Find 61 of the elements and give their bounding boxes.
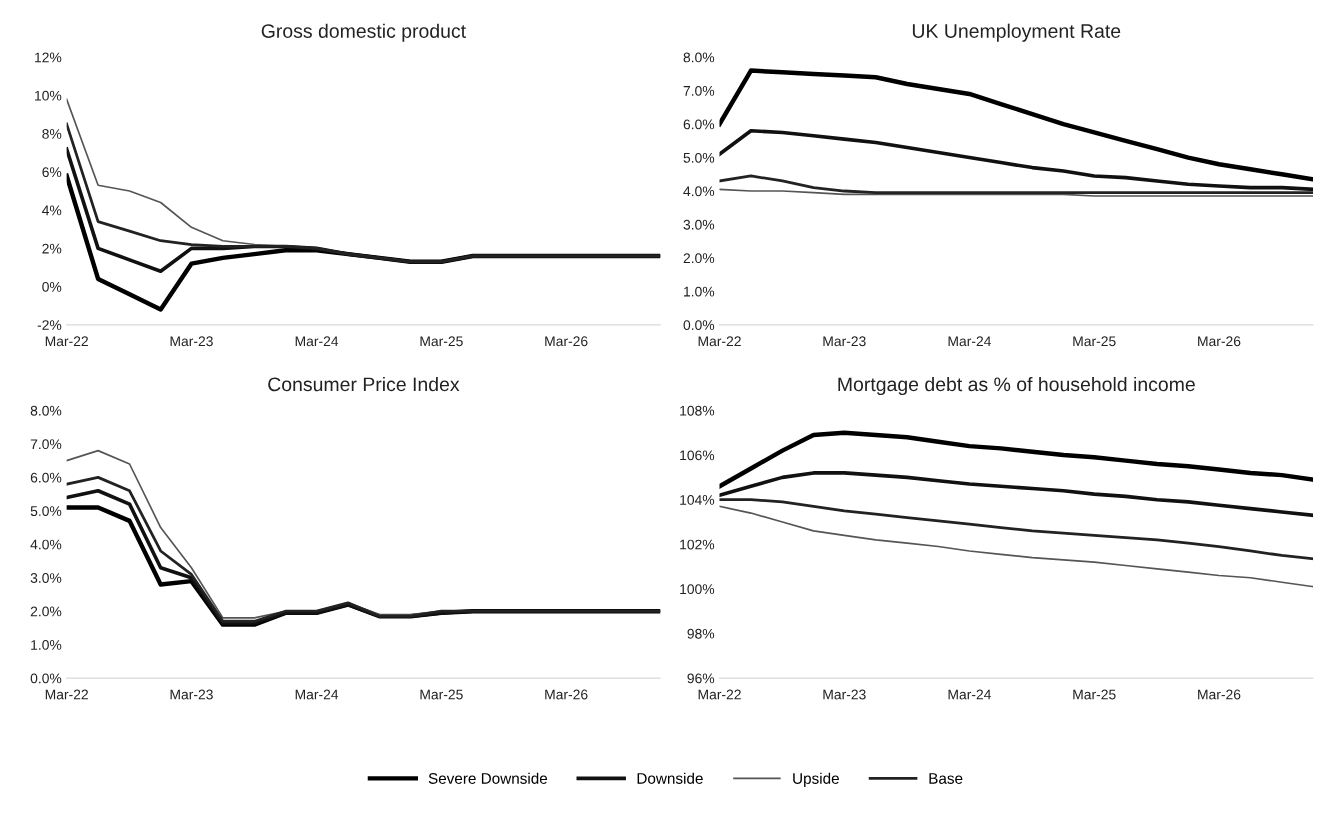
y-tick-label: 104%: [680, 495, 715, 505]
y-tick-label: 8%: [42, 128, 62, 139]
chart-title: UK Unemployment Rate: [912, 23, 1121, 42]
chart-title: Consumer Price Index: [268, 376, 460, 392]
y-tick-label: 0.0%: [30, 673, 62, 684]
y-tick-label: -2%: [37, 320, 62, 330]
y-tick-label: 106%: [680, 450, 715, 461]
x-tick-label: Mar-24: [295, 336, 339, 347]
x-tick-label: Mar-22: [698, 689, 741, 700]
y-tick-label: 4.0%: [683, 186, 715, 197]
y-tick-label: 100%: [680, 584, 715, 595]
y-tick-label: 0%: [42, 281, 62, 292]
y-tick-label: 8.0%: [30, 405, 62, 416]
y-tick-label: 2%: [42, 243, 62, 254]
y-tick-label: 1.0%: [684, 286, 715, 297]
x-tick-label: Mar-26: [545, 336, 588, 347]
y-tick-label: 98%: [687, 628, 715, 639]
y-tick-label: 7.0%: [683, 85, 715, 96]
y-tick-label: 2.0%: [30, 606, 62, 617]
x-tick-label: Mar-22: [698, 336, 741, 347]
y-tick-label: 5.0%: [683, 152, 715, 163]
y-tick-label: 7.0%: [30, 439, 62, 450]
x-tick-label: Mar-26: [545, 689, 588, 700]
y-tick-label: 4%: [42, 205, 62, 216]
chart-title: Gross domestic product: [261, 23, 466, 42]
legend-label: Severe Downside: [428, 772, 548, 784]
y-tick-label: 8.0%: [683, 52, 715, 63]
x-tick-label: Mar-26: [1198, 336, 1241, 347]
x-tick-label: Mar-25: [420, 689, 463, 700]
x-tick-label: Mar-22: [45, 336, 88, 347]
y-tick-label: 6.0%: [30, 472, 62, 483]
y-tick-label: 6%: [42, 167, 62, 178]
y-tick-label: 3.0%: [30, 573, 62, 583]
x-tick-label: Mar-23: [823, 689, 866, 700]
y-tick-label: 10%: [35, 90, 62, 101]
y-tick-label: 1.0%: [31, 639, 62, 650]
x-tick-label: Mar-24: [295, 689, 339, 700]
x-tick-label: Mar-23: [170, 336, 213, 347]
x-tick-label: Mar-24: [948, 689, 992, 700]
y-tick-label: 2.0%: [683, 253, 715, 264]
x-tick-label: Mar-25: [1073, 336, 1116, 347]
legend-label: Base: [929, 773, 963, 784]
legend-label: Upside: [793, 772, 839, 787]
y-tick-label: 108%: [680, 405, 715, 416]
y-tick-label: 12%: [35, 52, 62, 63]
y-tick-label: 4.0%: [30, 539, 62, 550]
y-tick-label: 102%: [680, 539, 715, 550]
y-tick-label: 0.0%: [683, 320, 715, 330]
x-tick-label: Mar-26: [1198, 689, 1241, 700]
x-tick-label: Mar-25: [1073, 689, 1116, 700]
y-tick-label: 5.0%: [30, 506, 62, 517]
chart-title: Mortgage debt as % of household income: [838, 376, 1195, 396]
x-tick-label: Mar-24: [948, 336, 992, 347]
y-tick-label: 96%: [687, 673, 715, 684]
y-tick-label: 6.0%: [683, 119, 715, 130]
legend-label: Downside: [637, 772, 703, 784]
x-tick-label: Mar-23: [170, 689, 213, 700]
y-tick-label: 3.0%: [683, 219, 715, 230]
x-tick-label: Mar-23: [823, 336, 866, 347]
x-tick-label: Mar-25: [420, 336, 463, 347]
x-tick-label: Mar-22: [45, 689, 88, 700]
